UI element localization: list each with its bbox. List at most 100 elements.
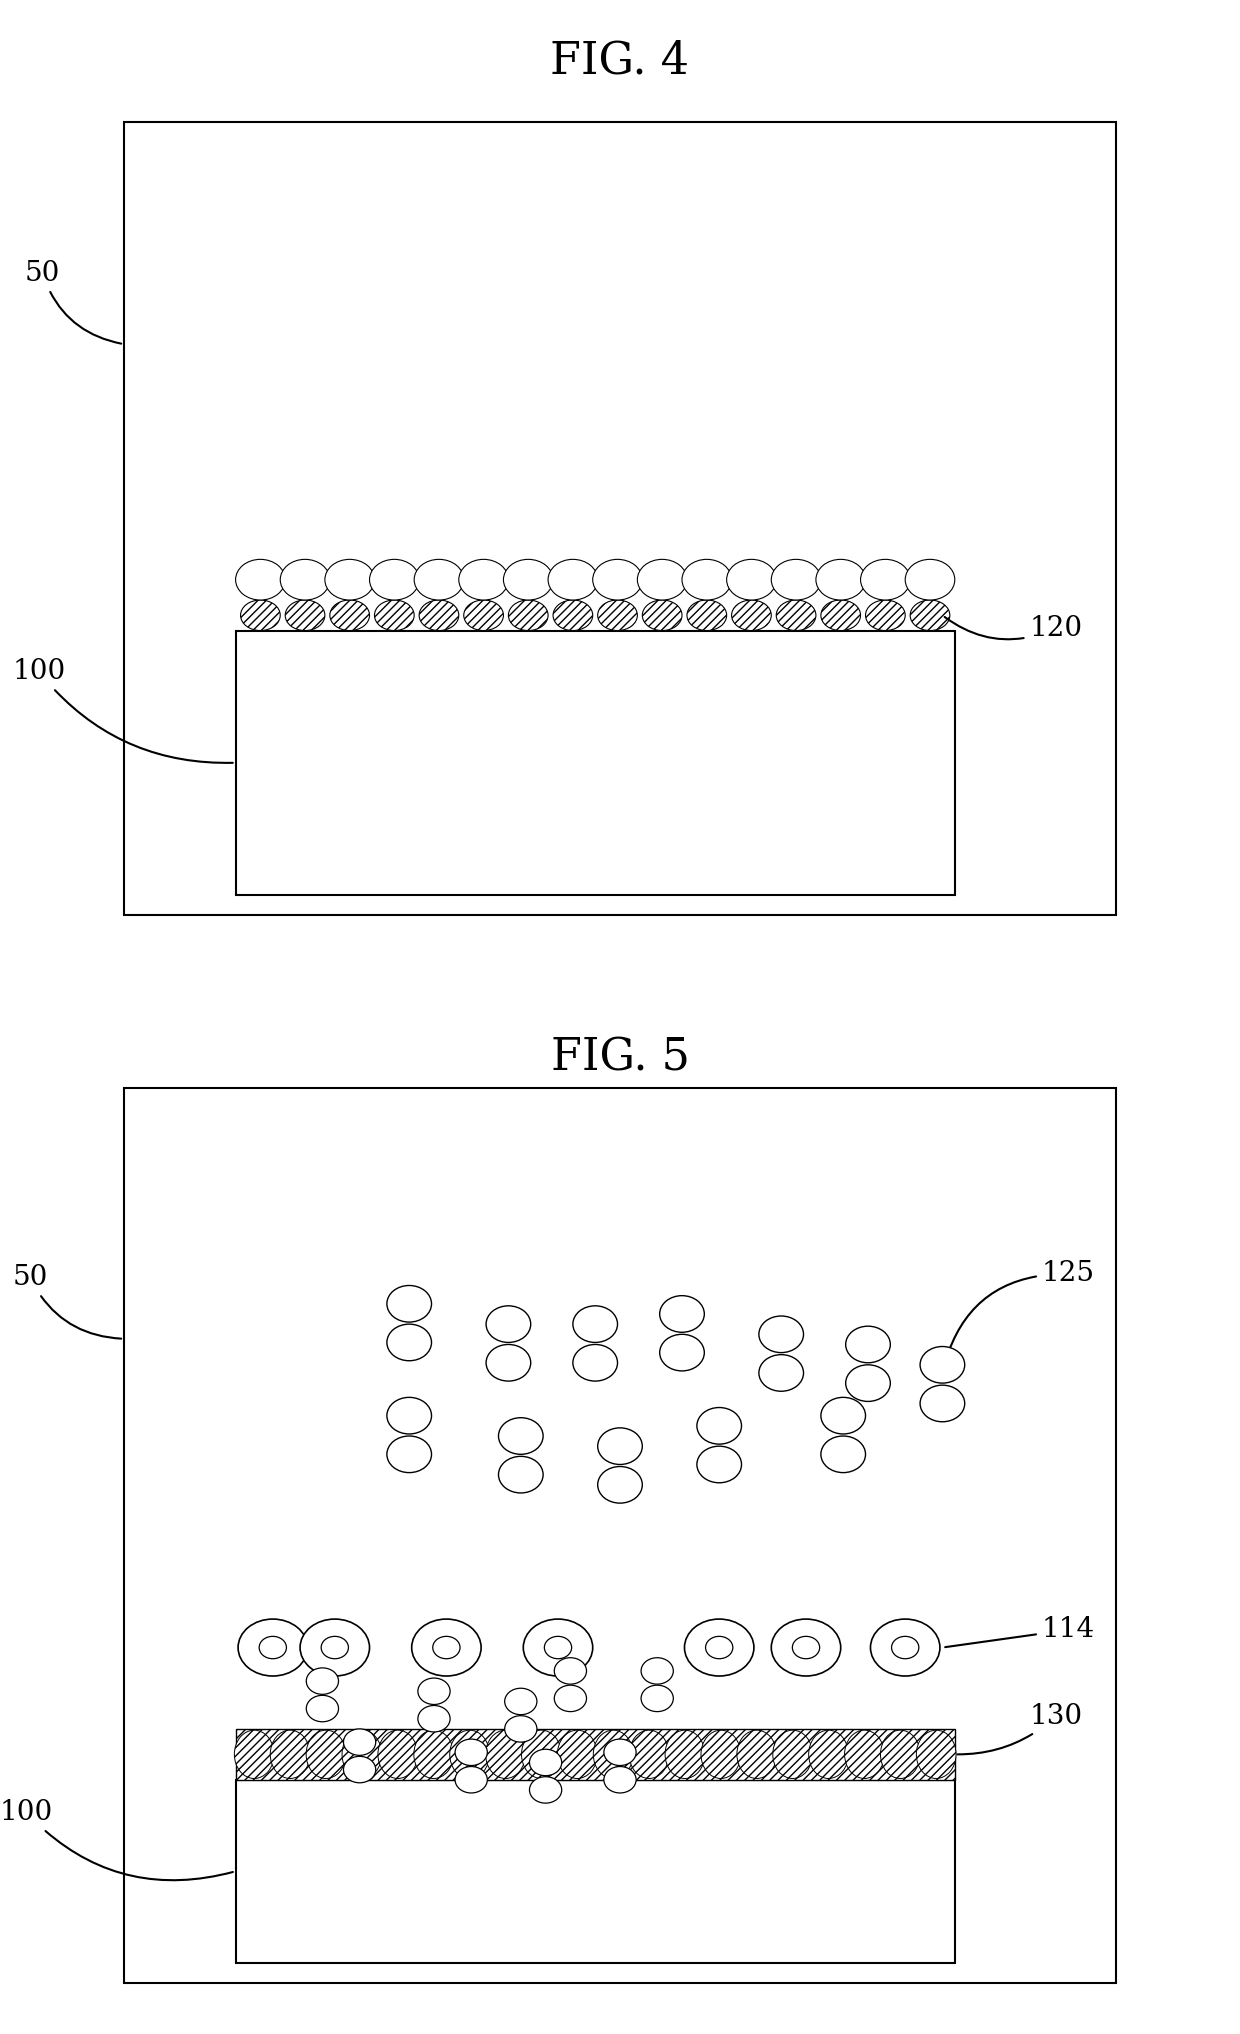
Text: 130: 130 [957,1702,1083,1755]
Ellipse shape [285,600,325,631]
Ellipse shape [486,1731,526,1778]
Circle shape [573,1306,618,1342]
Bar [236,631,955,895]
Circle shape [821,1436,866,1473]
Ellipse shape [241,600,280,631]
Circle shape [503,559,553,600]
Circle shape [706,1635,733,1660]
Text: 50: 50 [12,1263,122,1338]
Circle shape [598,1467,642,1503]
Circle shape [387,1285,432,1322]
Circle shape [846,1365,890,1401]
Circle shape [236,559,285,600]
Text: 120: 120 [945,614,1083,641]
Ellipse shape [419,600,459,631]
Bar [236,1780,955,1963]
Circle shape [641,1658,673,1684]
Text: 50: 50 [25,260,122,344]
Ellipse shape [773,1731,812,1778]
Circle shape [660,1296,704,1332]
Circle shape [920,1347,965,1383]
Circle shape [325,559,374,600]
Circle shape [682,559,732,600]
Circle shape [259,1635,286,1660]
Ellipse shape [880,1731,920,1778]
Ellipse shape [342,1731,382,1778]
Ellipse shape [910,600,950,631]
Circle shape [759,1355,804,1391]
Ellipse shape [808,1731,848,1778]
Text: 100: 100 [12,659,233,763]
Ellipse shape [270,1731,310,1778]
Ellipse shape [553,600,593,631]
Circle shape [387,1324,432,1361]
Ellipse shape [776,600,816,631]
Circle shape [697,1408,742,1444]
Ellipse shape [821,600,861,631]
Ellipse shape [737,1731,776,1778]
Circle shape [861,559,910,600]
Circle shape [498,1418,543,1454]
Ellipse shape [374,600,414,631]
Ellipse shape [916,1731,956,1778]
Circle shape [486,1344,531,1381]
Circle shape [604,1739,636,1766]
Ellipse shape [508,600,548,631]
Circle shape [637,559,687,600]
Text: 114: 114 [945,1617,1095,1648]
Circle shape [759,1316,804,1353]
Circle shape [412,1619,481,1676]
Ellipse shape [629,1731,668,1778]
Bar [124,1088,1116,1983]
Ellipse shape [464,600,503,631]
Circle shape [892,1635,919,1660]
Ellipse shape [732,600,771,631]
Circle shape [306,1694,339,1721]
Circle shape [433,1635,460,1660]
Circle shape [455,1739,487,1766]
Circle shape [523,1619,593,1676]
Bar [124,122,1116,915]
Circle shape [573,1344,618,1381]
Circle shape [548,559,598,600]
Ellipse shape [234,1731,274,1778]
Circle shape [300,1619,370,1676]
Circle shape [505,1688,537,1715]
Text: FIG. 4: FIG. 4 [551,39,689,83]
Circle shape [697,1446,742,1483]
Circle shape [846,1326,890,1363]
Circle shape [414,559,464,600]
Circle shape [343,1755,376,1782]
Text: 125: 125 [944,1261,1095,1371]
Circle shape [554,1684,587,1713]
Circle shape [498,1456,543,1493]
Circle shape [771,559,821,600]
Circle shape [306,1668,339,1694]
Circle shape [280,559,330,600]
Circle shape [418,1704,450,1733]
Circle shape [660,1334,704,1371]
Circle shape [418,1678,450,1704]
Circle shape [792,1635,820,1660]
Ellipse shape [598,600,637,631]
Ellipse shape [522,1731,562,1778]
Circle shape [343,1729,376,1755]
Circle shape [684,1619,754,1676]
Bar [236,1729,955,1780]
Circle shape [505,1715,537,1741]
Circle shape [593,559,642,600]
Circle shape [370,559,419,600]
Ellipse shape [558,1731,598,1778]
Circle shape [816,559,866,600]
Circle shape [387,1397,432,1434]
Ellipse shape [330,600,370,631]
Circle shape [771,1619,841,1676]
Circle shape [821,1397,866,1434]
Ellipse shape [306,1731,346,1778]
Ellipse shape [665,1731,704,1778]
Ellipse shape [642,600,682,631]
Ellipse shape [701,1731,740,1778]
Circle shape [387,1436,432,1473]
Circle shape [604,1766,636,1794]
Circle shape [529,1778,562,1802]
